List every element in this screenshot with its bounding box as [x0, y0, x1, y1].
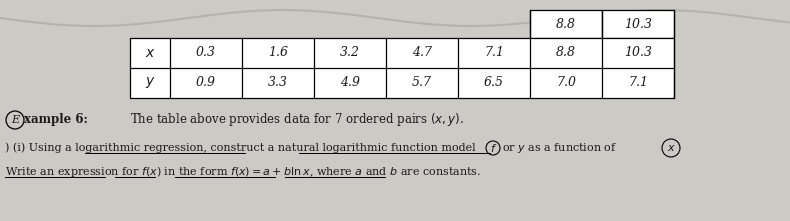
Text: ) (i) Using a logarithmic regression, construct a natural logarithmic function m: ) (i) Using a logarithmic regression, co… [5, 143, 476, 153]
Bar [602, 10, 674, 38]
Text: 7.1: 7.1 [628, 76, 648, 90]
Text: E: E [11, 115, 19, 125]
Text: 8.8: 8.8 [556, 46, 576, 59]
Text: Write an expression for $f(x)$ in the form $f(x) = a + b\ln x$, where $a$ and $b: Write an expression for $f(x)$ in the fo… [5, 165, 481, 179]
Text: 8.8: 8.8 [556, 17, 576, 30]
Bar [130, 38, 674, 98]
Text: 5.7: 5.7 [412, 76, 432, 90]
Text: 3.3: 3.3 [268, 76, 288, 90]
Text: The table above provides data for 7 ordered pairs $(x, y)$.: The table above provides data for 7 orde… [130, 112, 464, 128]
Text: 0.9: 0.9 [196, 76, 216, 90]
Text: 1.6: 1.6 [268, 46, 288, 59]
Text: 7.0: 7.0 [556, 76, 576, 90]
Text: $y$: $y$ [145, 76, 156, 91]
Text: $x$: $x$ [145, 46, 156, 60]
Text: 6.5: 6.5 [484, 76, 504, 90]
Text: $f$: $f$ [490, 142, 498, 154]
Text: 7.1: 7.1 [484, 46, 504, 59]
Text: $x$: $x$ [667, 143, 676, 153]
Text: xample 6:: xample 6: [24, 114, 88, 126]
Text: 10.3: 10.3 [624, 46, 652, 59]
Text: or $y$ as a function of: or $y$ as a function of [502, 141, 617, 155]
Bar [530, 10, 602, 38]
Text: 10.3: 10.3 [624, 17, 652, 30]
Text: 4.7: 4.7 [412, 46, 432, 59]
Text: 3.2: 3.2 [340, 46, 360, 59]
Text: 4.9: 4.9 [340, 76, 360, 90]
Text: 0.3: 0.3 [196, 46, 216, 59]
